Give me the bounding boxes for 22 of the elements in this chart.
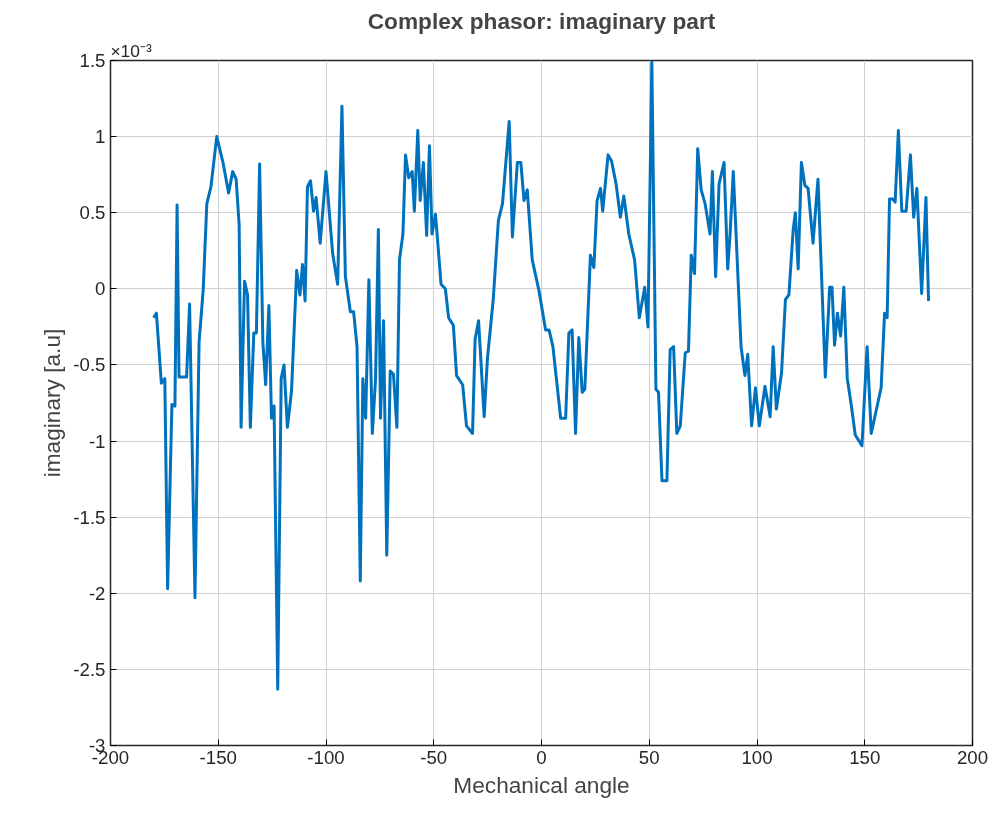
y-tick-label: 1 <box>95 126 106 148</box>
x-tick-label: -150 <box>199 746 237 768</box>
y-tick-label: -1 <box>88 430 106 452</box>
x-tick-label: 0 <box>536 746 547 768</box>
x-tick-label: 50 <box>638 746 660 768</box>
y-axis-title: imaginary [a.u] <box>39 328 66 478</box>
y-tick-label: 1.5 <box>79 50 106 71</box>
y-tick-label: -0.5 <box>73 354 106 376</box>
y-tick-label: 0.5 <box>79 202 106 224</box>
x-axis-title: Mechanical angle <box>453 771 630 798</box>
x-tick-label: 150 <box>849 746 881 768</box>
y-tick-label: 0 <box>95 278 106 300</box>
y-tick-label: -2.5 <box>73 658 106 680</box>
annotation: ×10⁻³ <box>110 40 152 61</box>
x-tick-label: 200 <box>956 746 989 768</box>
y-tick-label: -2 <box>88 582 106 604</box>
line-series <box>152 60 931 691</box>
x-tick-label: 100 <box>741 746 773 768</box>
x-tick-label: -50 <box>420 746 448 768</box>
chart-title: Complex phasor: imaginary part <box>367 7 716 34</box>
y-tick-label: -1.5 <box>73 506 106 528</box>
x-tick-label: -100 <box>307 746 345 768</box>
